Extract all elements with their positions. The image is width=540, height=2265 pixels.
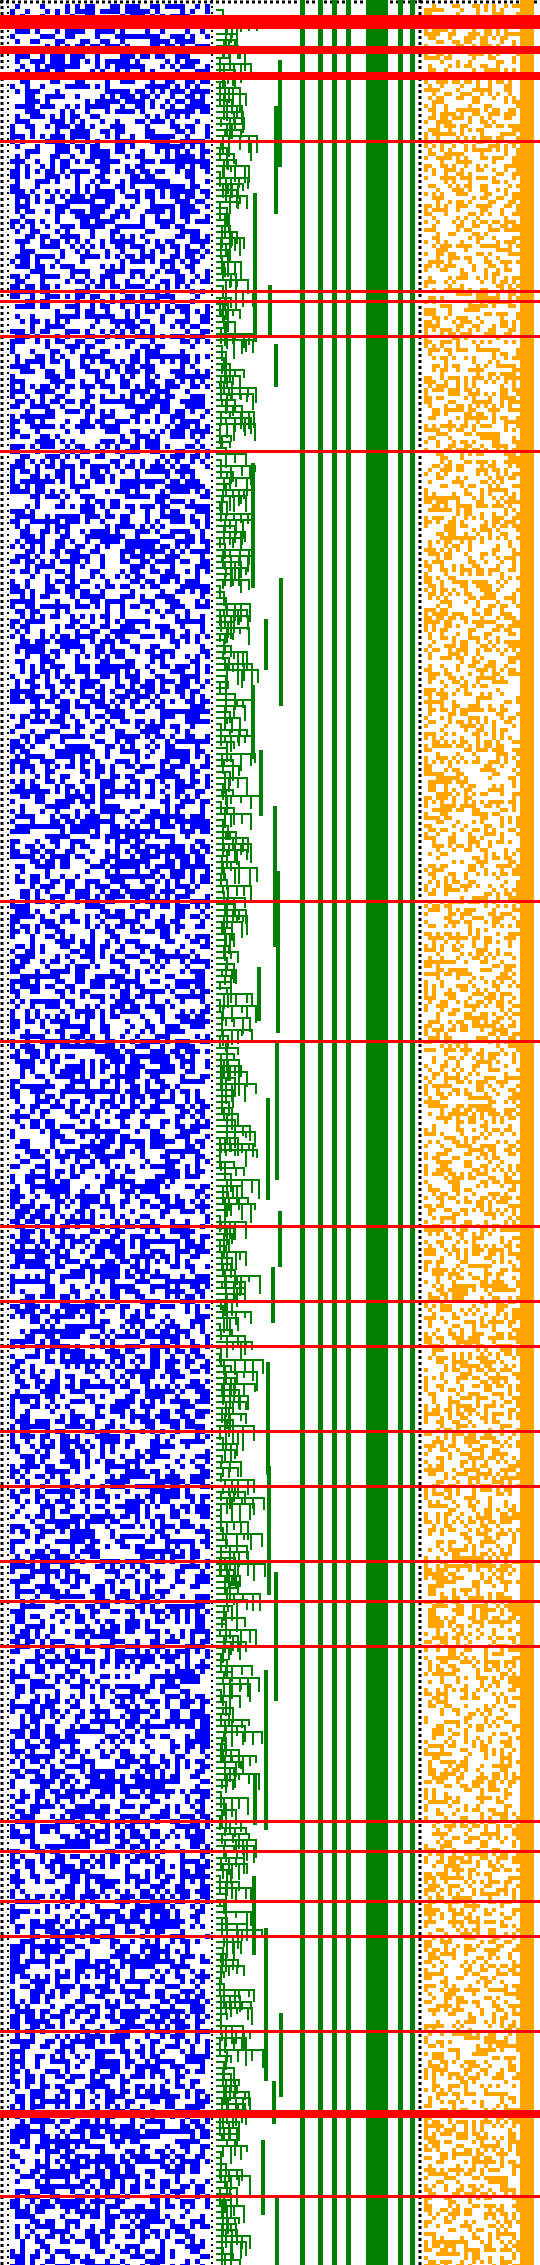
orange-noise <box>424 4 520 2265</box>
green-branch <box>259 750 263 816</box>
red-line <box>0 1900 540 1903</box>
green-dendrogram <box>216 9 266 2265</box>
green-branch <box>274 106 278 214</box>
red-line <box>0 1225 540 1228</box>
red-line <box>0 140 540 143</box>
red-line <box>0 1485 540 1488</box>
green-line <box>300 0 305 2265</box>
green-branch <box>274 344 278 387</box>
red-line <box>0 335 540 338</box>
red-line <box>0 1300 540 1303</box>
green-branch <box>275 1043 279 1180</box>
green-line <box>318 0 323 2265</box>
green-branch <box>251 463 255 588</box>
red-line <box>0 450 540 453</box>
green-branch <box>251 685 255 759</box>
thick-green-bar <box>366 0 388 2265</box>
green-branch <box>253 193 257 342</box>
green-branch <box>266 1362 270 1475</box>
red-line <box>0 1935 540 1938</box>
red-line <box>0 1040 540 1043</box>
green-branch <box>272 2081 276 2124</box>
green-branch <box>253 1774 257 1825</box>
green-branch <box>252 1876 256 1955</box>
red-line <box>0 1850 540 1853</box>
green-branch <box>276 871 280 1033</box>
red-line <box>0 2030 540 2033</box>
green-branch <box>264 619 268 670</box>
green-branch <box>274 1572 278 1701</box>
red-line <box>0 1645 540 1648</box>
green-line <box>332 0 337 2265</box>
green-branch <box>271 1267 275 1323</box>
green-branch <box>267 1466 271 1595</box>
green-branch <box>279 578 283 706</box>
green-branch <box>268 285 272 337</box>
green-line <box>398 0 403 2265</box>
red-line <box>0 290 540 293</box>
green-branch <box>261 2140 265 2215</box>
green-line <box>410 0 415 2265</box>
green-branch <box>264 1670 268 1830</box>
red-line <box>0 46 540 54</box>
blue-noise <box>10 4 210 2265</box>
red-line <box>0 1820 540 1823</box>
red-line <box>0 900 540 903</box>
green-branch <box>266 1098 270 1200</box>
green-branch <box>278 60 282 167</box>
green-branch <box>279 2013 283 2097</box>
red-line <box>0 2195 540 2198</box>
red-line <box>0 300 540 303</box>
green-branch <box>275 2196 279 2265</box>
red-line <box>0 1560 540 1563</box>
red-line <box>0 1600 540 1603</box>
thick-orange-bar <box>520 0 534 2265</box>
green-branch <box>273 806 277 947</box>
green-line <box>346 0 351 2265</box>
green-branch <box>264 1928 268 2081</box>
red-line <box>0 15 540 29</box>
red-line <box>0 1345 540 1348</box>
green-branch <box>257 967 261 1021</box>
green-branch <box>278 1211 282 1267</box>
red-line <box>0 1430 540 1433</box>
red-line <box>0 2110 540 2118</box>
red-line <box>0 72 540 80</box>
